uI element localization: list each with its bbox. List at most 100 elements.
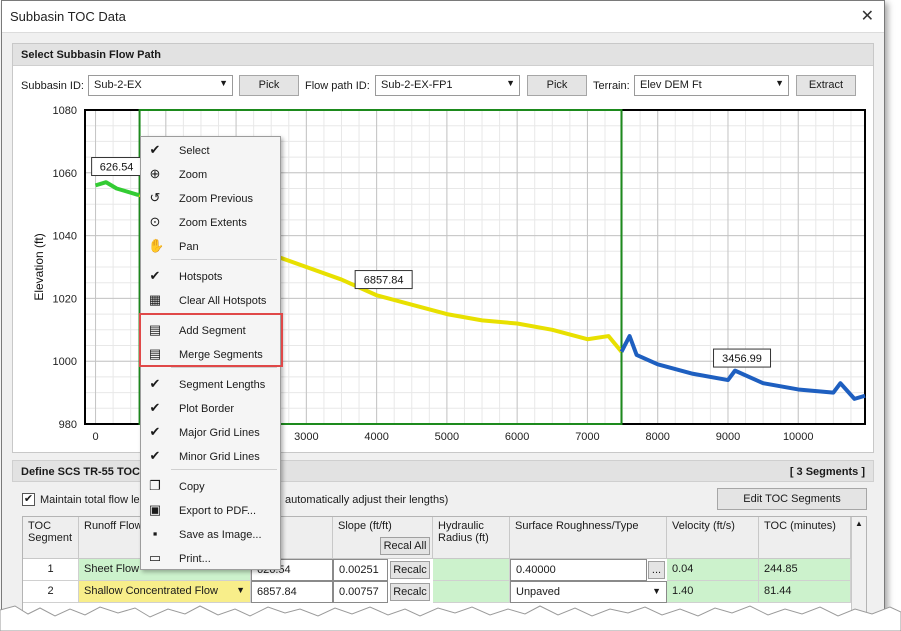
- menu-item-label: Zoom Extents: [179, 217, 247, 229]
- menu-item-copy[interactable]: ❐ Copy: [141, 475, 280, 499]
- menu-item-pan[interactable]: ✋ Pan: [141, 235, 280, 259]
- subbasin-toc-window: Subbasin TOC Data ✕ Select Subbasin Flow…: [1, 0, 885, 625]
- menu-item-label: Save as Image...: [179, 529, 262, 541]
- menu-item-label: Export to PDF...: [179, 505, 257, 517]
- row1-slope-input[interactable]: 0.00251: [333, 559, 388, 581]
- menu-item-print[interactable]: ▭ Print...: [141, 547, 280, 571]
- row1-segment: 1: [23, 559, 79, 581]
- menu-separator: [171, 469, 277, 470]
- subbasin-id-select[interactable]: Sub-2-EX ▼: [88, 75, 233, 96]
- zoom-extents-icon: ⊙: [149, 214, 161, 229]
- row2-surface-select[interactable]: Unpaved ▼: [510, 581, 667, 603]
- menu-item-zoom-extents[interactable]: ⊙ Zoom Extents: [141, 211, 280, 235]
- chevron-down-icon[interactable]: ▼: [236, 585, 245, 595]
- recal-all-button[interactable]: Recal All: [380, 537, 430, 555]
- col-header-surface: Surface Roughness/Type: [510, 517, 667, 559]
- row1-velocity: 0.04: [667, 559, 759, 581]
- menu-item-label: Print...: [179, 553, 211, 565]
- table-scrollbar[interactable]: ▲: [851, 517, 866, 624]
- col-header-slope: Slope (ft/ft) Recal All: [333, 517, 433, 559]
- scroll-up-icon[interactable]: ▲: [855, 519, 863, 528]
- menu-item-zoom-previous[interactable]: ↺ Zoom Previous: [141, 187, 280, 211]
- menu-item-major-grid-lines[interactable]: ✔ Major Grid Lines: [141, 421, 280, 445]
- menu-item-export-to-pdf[interactable]: ▣ Export to PDF...: [141, 499, 280, 523]
- menu-item-clear-all-hotspots[interactable]: ▦ Clear All Hotspots: [141, 289, 280, 313]
- x-tick-label: 8000: [645, 431, 669, 443]
- torn-edge-decoration: [0, 605, 901, 631]
- check-icon: ✔: [149, 448, 161, 463]
- menu-item-label: Zoom: [179, 169, 208, 181]
- segment-length-label: 6857.84: [364, 275, 404, 287]
- save-image-icon: ▪: [152, 526, 158, 541]
- menu-item-merge-segments[interactable]: ▤ Merge Segments: [141, 343, 280, 367]
- terrain-select[interactable]: Elev DEM Ft ▼: [634, 75, 789, 96]
- row2-segment: 2: [23, 581, 79, 603]
- menu-item-select[interactable]: ✔ Select: [141, 139, 280, 163]
- flow-path-id-select[interactable]: Sub-2-EX-FP1 ▼: [375, 75, 520, 96]
- row2-toc: 81.44: [759, 581, 851, 603]
- row1-surface-input[interactable]: 0.40000: [510, 559, 647, 581]
- flow-path-id-label: Flow path ID:: [305, 80, 370, 92]
- row2-surface-value: Unpaved: [516, 586, 561, 598]
- highlight-annotation-box: [139, 313, 283, 367]
- segment-length-label-box: [713, 348, 772, 368]
- zoom-previous-icon: ↺: [149, 190, 161, 205]
- menu-item-label: Copy: [179, 481, 205, 493]
- col-header-hydraulic: Hydraulic Radius (ft): [433, 517, 510, 559]
- chevron-down-icon: ▼: [219, 78, 228, 88]
- row1-hydraulic: [433, 559, 510, 581]
- row2-length-input[interactable]: 6857.84: [251, 581, 333, 603]
- print-icon: ▭: [148, 550, 162, 565]
- menu-item-add-segment[interactable]: ▤ Add Segment: [141, 319, 280, 343]
- row2-velocity: 1.40: [667, 581, 759, 603]
- chevron-down-icon[interactable]: ▼: [652, 586, 661, 596]
- close-icon[interactable]: ✕: [860, 8, 874, 25]
- check-icon: ✔: [149, 376, 161, 391]
- maintain-length-checkbox[interactable]: ✔: [22, 493, 35, 506]
- x-tick-label: 6000: [505, 431, 529, 443]
- menu-item-label: Add Segment: [179, 325, 246, 337]
- zoom-icon: ⊕: [149, 166, 161, 181]
- row2-slope-input[interactable]: 0.00757: [333, 581, 388, 603]
- add-segment-icon: ▤: [148, 322, 162, 337]
- check-icon: ✔: [149, 142, 161, 157]
- menu-item-label: Segment Lengths: [179, 379, 266, 391]
- terrain-value: Elev DEM Ft: [640, 79, 702, 91]
- maintain-length-label-rest: automatically adjust their lengths): [285, 494, 449, 506]
- col-header-toc: TOC (minutes): [759, 517, 851, 559]
- row2-runoff-value: Shallow Concentrated Flow: [84, 585, 218, 597]
- chart-context-menu: ✔ Select ⊕ Zoom ↺ Zoom Previous ⊙ Zoom Extents ✋…: [140, 136, 281, 570]
- row1-surface-browse-button[interactable]: ...: [648, 561, 665, 579]
- col-header-velocity: Velocity (ft/s): [667, 517, 759, 559]
- x-tick-label: 3000: [294, 431, 318, 443]
- toc-define-title: Define SCS TR-55 TOC D: [21, 466, 151, 478]
- menu-item-zoom[interactable]: ⊕ Zoom: [141, 163, 280, 187]
- extract-button[interactable]: Extract: [796, 75, 856, 96]
- edit-toc-segments-button[interactable]: Edit TOC Segments: [717, 488, 867, 510]
- y-tick-label: 1080: [53, 105, 77, 117]
- x-tick-label: 10000: [783, 431, 814, 443]
- y-tick-label: 1000: [53, 356, 77, 368]
- x-tick-label: 5000: [435, 431, 459, 443]
- menu-item-label: Hotspots: [179, 271, 223, 283]
- menu-item-minor-grid-lines[interactable]: ✔ Minor Grid Lines: [141, 445, 280, 469]
- menu-item-segment-lengths[interactable]: ✔ Segment Lengths: [141, 373, 280, 397]
- segment-length-label-box: [354, 270, 413, 290]
- slope-header-label: Slope (ft/ft): [338, 520, 392, 532]
- clear-hotspots-icon: ▦: [148, 292, 162, 307]
- check-icon: ✔: [149, 424, 161, 439]
- check-icon: ✔: [149, 268, 161, 283]
- menu-item-label: Major Grid Lines: [179, 427, 260, 439]
- menu-item-hotspots[interactable]: ✔ Hotspots: [141, 265, 280, 289]
- row2-runoff[interactable]: Shallow Concentrated Flow ▼: [79, 581, 251, 603]
- menu-item-plot-border[interactable]: ✔ Plot Border: [141, 397, 280, 421]
- maintain-length-label: Maintain total flow le: [40, 494, 140, 506]
- pick-subbasin-button[interactable]: Pick: [239, 75, 299, 96]
- selected-segment-box: [138, 109, 623, 425]
- y-axis-label: Elevation (ft): [32, 233, 46, 300]
- row2-recalc-button[interactable]: Recalc: [390, 583, 430, 601]
- pick-flow-path-button[interactable]: Pick: [527, 75, 587, 96]
- row1-recalc-button[interactable]: Recalc: [390, 561, 430, 579]
- menu-item-save-as-image[interactable]: ▪ Save as Image...: [141, 523, 280, 547]
- y-tick-label: 1020: [53, 293, 77, 305]
